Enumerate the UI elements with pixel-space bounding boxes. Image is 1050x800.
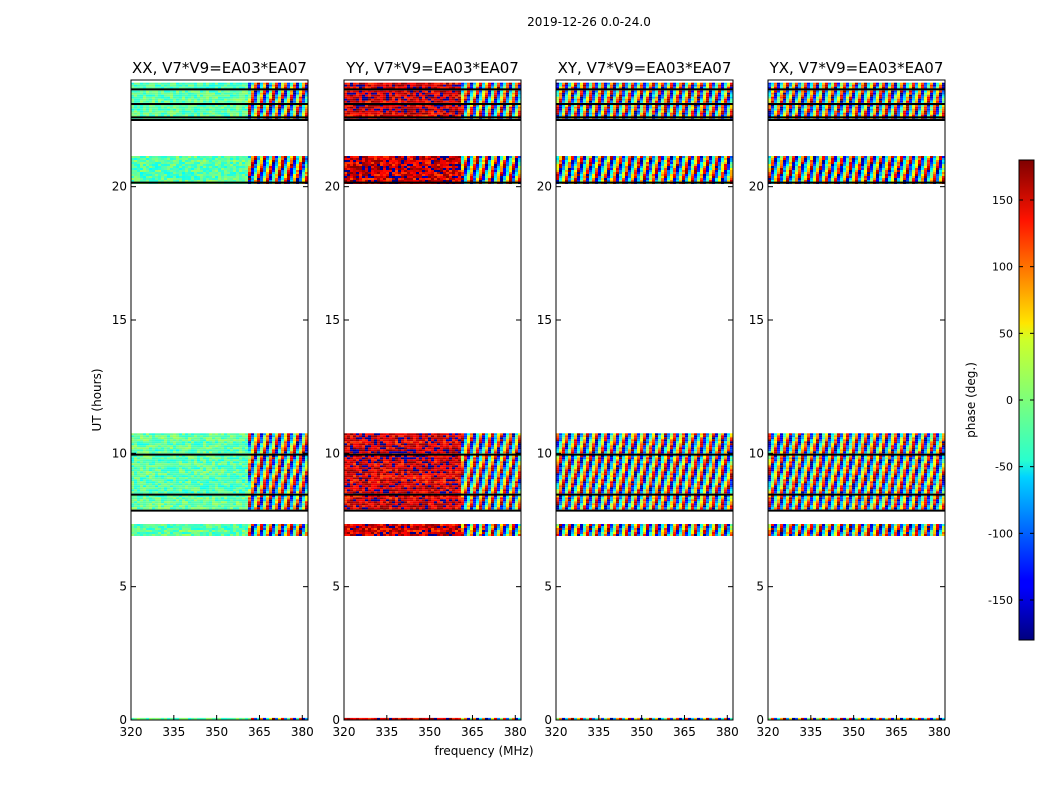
- phase-heatmap: [344, 82, 521, 720]
- y-tick-label: 10: [325, 446, 340, 460]
- colorbar-tick-label: 100: [992, 261, 1013, 274]
- x-tick-label: 335: [375, 725, 398, 739]
- x-tick-label: 380: [291, 725, 314, 739]
- plot-frame: [555, 79, 734, 721]
- x-tick-label: 320: [120, 725, 143, 739]
- panel-title: XX, V7*V9=EA03*EA07: [132, 59, 307, 77]
- colorbar: 150 100 50 0 -50 -100 -150 phase (deg.): [964, 159, 1035, 641]
- x-tick-label: 320: [333, 725, 356, 739]
- x-tick-label: 365: [885, 725, 908, 739]
- y-tick-label: 0: [119, 713, 127, 727]
- x-tick-label: 365: [461, 725, 484, 739]
- panel-title: YX, V7*V9=EA03*EA07: [769, 59, 944, 77]
- x-tick-label: 335: [162, 725, 185, 739]
- y-tick-label: 5: [544, 580, 552, 594]
- panel-title: XY, V7*V9=EA03*EA07: [558, 59, 732, 77]
- x-axis-label: frequency (MHz): [434, 744, 533, 758]
- y-tick-label: 0: [544, 713, 552, 727]
- plot-frame: [130, 79, 309, 721]
- y-tick-label: 10: [749, 446, 764, 460]
- panels-group: XX, V7*V9=EA03*EA07 0 5 10 15 20 320 335 350 365 3…: [112, 59, 951, 739]
- y-tick-label: 15: [112, 313, 127, 327]
- y-axis-label: UT (hours): [90, 368, 104, 431]
- y-tick-label: 20: [749, 180, 764, 194]
- colorbar-tick-label: 0: [1006, 394, 1013, 407]
- y-tick-label: 15: [325, 313, 340, 327]
- x-tick-label: 350: [418, 725, 441, 739]
- phase-heatmap: [768, 82, 945, 720]
- y-tick-label: 20: [537, 180, 552, 194]
- plot-frame: [767, 79, 946, 721]
- phase-heatmap: [131, 82, 308, 720]
- y-tick-label: 10: [537, 446, 552, 460]
- x-tick-label: 335: [587, 725, 610, 739]
- colorbar-label: phase (deg.): [964, 362, 978, 438]
- panel-xy: XY, V7*V9=EA03*EA07 0 5 10 15 20 320 335 350 365 3…: [537, 59, 739, 739]
- x-tick-label: 380: [928, 725, 951, 739]
- colorbar-tick-label: -50: [995, 461, 1013, 474]
- y-tick-label: 5: [332, 580, 340, 594]
- panel-title: YY, V7*V9=EA03*EA07: [345, 59, 519, 77]
- plot-frame: [343, 79, 522, 721]
- x-tick-label: 365: [248, 725, 271, 739]
- y-tick-label: 10: [112, 446, 127, 460]
- colorbar-tick-label: 150: [992, 194, 1013, 207]
- x-tick-label: 350: [630, 725, 653, 739]
- figure-suptitle: 2019-12-26 0.0-24.0: [527, 15, 651, 29]
- x-tick-label: 380: [716, 725, 739, 739]
- panel-yy: YY, V7*V9=EA03*EA07 0 5 10 15 20 320 335 350 365 3…: [325, 59, 527, 739]
- colorbar-tick-label: -150: [988, 594, 1013, 607]
- y-tick-label: 15: [749, 313, 764, 327]
- panel-yx: YX, V7*V9=EA03*EA07 0 5 10 15 20 320 335 350 365 3…: [749, 59, 951, 739]
- x-tick-label: 320: [545, 725, 568, 739]
- y-tick-label: 5: [756, 580, 764, 594]
- x-tick-label: 380: [504, 725, 527, 739]
- phase-heatmap: [556, 82, 733, 720]
- x-tick-label: 350: [842, 725, 865, 739]
- y-tick-label: 0: [756, 713, 764, 727]
- colorbar-tick-label: 50: [999, 327, 1013, 340]
- y-tick-label: 0: [332, 713, 340, 727]
- x-tick-label: 350: [205, 725, 228, 739]
- x-tick-label: 335: [799, 725, 822, 739]
- y-tick-label: 5: [119, 580, 127, 594]
- y-tick-label: 15: [537, 313, 552, 327]
- colorbar-tick-label: -100: [988, 527, 1013, 540]
- x-tick-label: 365: [673, 725, 696, 739]
- x-tick-label: 320: [757, 725, 780, 739]
- y-tick-label: 20: [325, 180, 340, 194]
- panel-xx: XX, V7*V9=EA03*EA07 0 5 10 15 20 320 335 350 365 3…: [112, 59, 314, 739]
- y-tick-label: 20: [112, 180, 127, 194]
